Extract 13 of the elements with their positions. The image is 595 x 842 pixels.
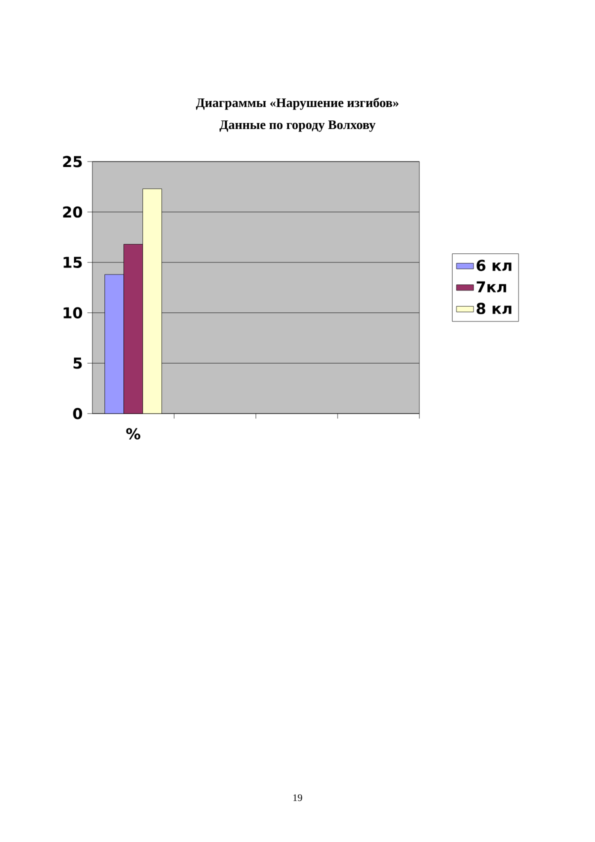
y-tick-label: 20	[63, 206, 82, 218]
legend-label: 6 кл	[476, 260, 512, 272]
x-tick-label: %	[126, 428, 140, 440]
y-tick-label: 5	[74, 358, 82, 369]
text: 19	[293, 794, 302, 802]
y-tick-label: 10	[64, 307, 82, 318]
y-tick-label: 0	[73, 408, 82, 420]
legend-label: 8 кл	[476, 302, 512, 314]
chart-title: Диаграммы «Нарушение изгибов»	[196, 98, 398, 110]
legend-label: 7кл	[476, 281, 506, 292]
y-tick-label: 25	[63, 156, 82, 168]
y-tick-label: 15	[64, 256, 82, 268]
chart-subtitle: Данные по городу Волхову	[220, 120, 376, 132]
